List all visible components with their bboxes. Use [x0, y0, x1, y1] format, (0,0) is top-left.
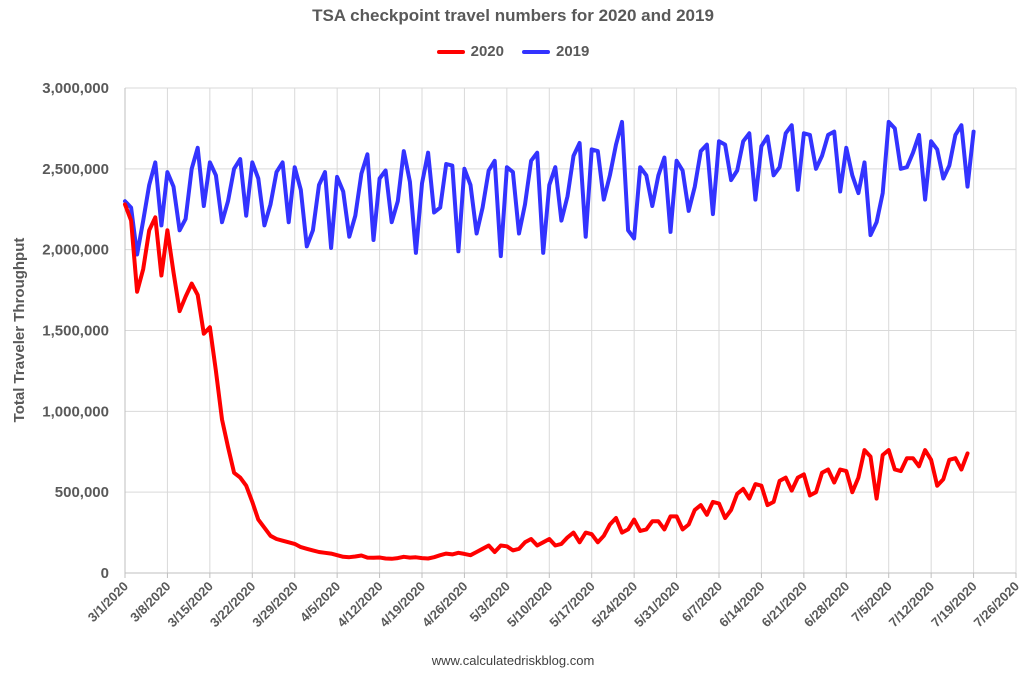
- x-tick-label: 3/15/2020: [164, 579, 216, 631]
- x-tick-label: 5/17/2020: [546, 579, 598, 631]
- series-line-2020: [123, 202, 970, 561]
- legend-item-2019: 2019: [522, 43, 589, 60]
- y-tick-label: 0: [101, 565, 109, 582]
- x-tick-label: 5/31/2020: [631, 579, 683, 631]
- y-tick-label: 1,500,000: [42, 323, 109, 340]
- legend-swatch-2019: [522, 49, 550, 54]
- x-tick-label: 7/19/2020: [928, 579, 980, 631]
- y-tick-label: 3,000,000: [42, 80, 109, 97]
- source-credit: www.calculatedriskblog.com: [431, 653, 595, 668]
- x-tick-label: 6/28/2020: [801, 579, 853, 631]
- x-tick-label: 4/26/2020: [419, 579, 471, 631]
- legend-label-2019: 2019: [556, 43, 590, 60]
- x-tick-label: 7/12/2020: [886, 579, 938, 631]
- y-tick-label: 500,000: [55, 484, 109, 501]
- y-tick-label: 2,500,000: [42, 161, 109, 178]
- legend-label-2020: 2020: [470, 43, 504, 60]
- x-tick-label: 5/24/2020: [589, 579, 641, 631]
- x-tick-label: 7/26/2020: [971, 579, 1023, 631]
- y-tick-label: 1,000,000: [42, 403, 109, 420]
- legend-item-2020: 2020: [436, 43, 504, 60]
- chart-legend: 2020 2019: [0, 43, 1026, 60]
- x-tick-label: 3/1/2020: [85, 579, 131, 625]
- x-tick-label: 6/21/2020: [758, 579, 810, 631]
- x-tick-label: 4/19/2020: [377, 579, 429, 631]
- x-tick-label: 5/10/2020: [504, 579, 556, 631]
- x-tick-label: 3/29/2020: [249, 579, 301, 631]
- y-axis-label: Total Traveler Throughput: [11, 238, 28, 423]
- x-tick-label: 4/12/2020: [334, 579, 386, 631]
- legend-swatch-2020: [436, 49, 465, 54]
- x-tick-label: 6/14/2020: [716, 579, 768, 631]
- y-tick-label: 2,000,000: [42, 242, 109, 259]
- series-line-2019: [123, 119, 976, 259]
- chart-title: TSA checkpoint travel numbers for 2020 a…: [312, 6, 714, 25]
- x-tick-label: 3/22/2020: [207, 579, 259, 631]
